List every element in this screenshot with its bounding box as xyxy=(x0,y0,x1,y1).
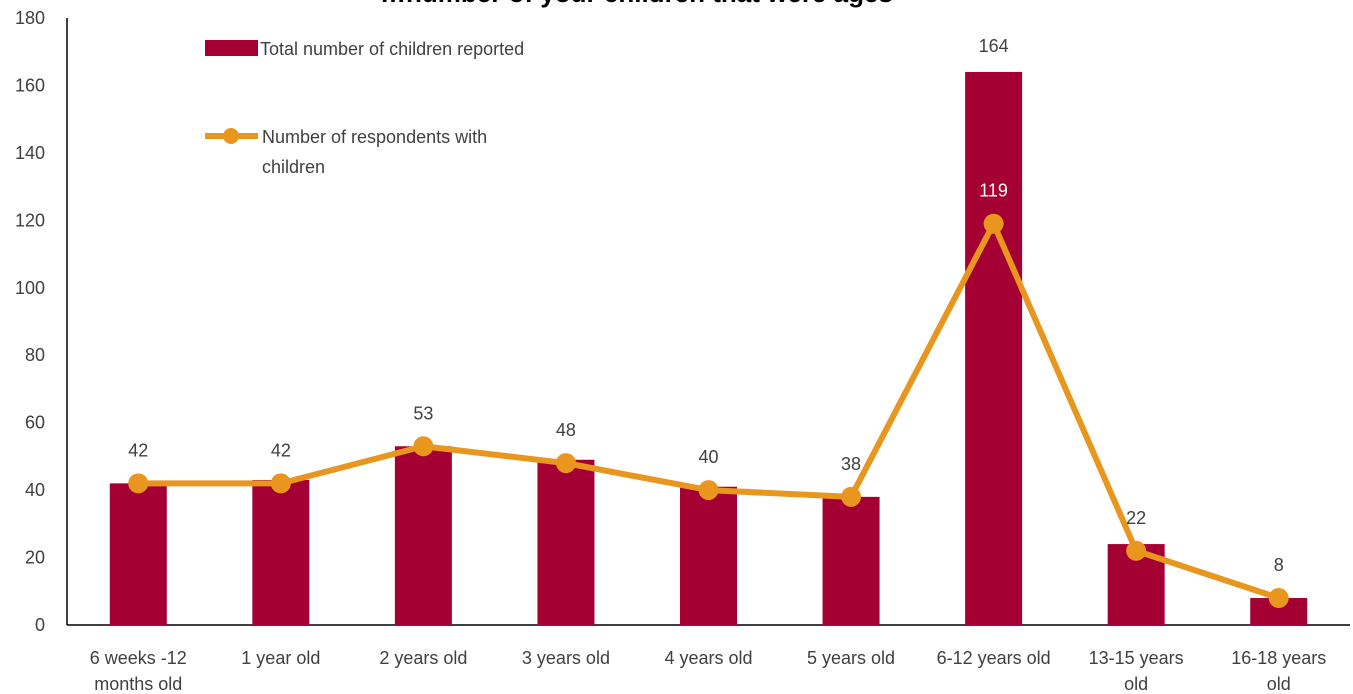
x-tick-label: old xyxy=(1124,674,1148,694)
chart-title: …number of your children that were ages xyxy=(380,0,893,8)
line-data-label: 48 xyxy=(556,420,576,440)
y-tick-label: 120 xyxy=(15,210,45,230)
x-tick-label: 6 weeks -12 xyxy=(90,648,187,668)
line-point xyxy=(128,473,149,494)
y-tick-label: 20 xyxy=(25,548,45,568)
bar-series xyxy=(109,71,1308,625)
legend-swatch-marker xyxy=(223,128,239,144)
line-data-label: 42 xyxy=(271,440,291,460)
x-tick-label: 1 year old xyxy=(241,648,320,668)
line-series xyxy=(128,213,1289,609)
line-point xyxy=(1126,540,1147,561)
y-tick-label: 60 xyxy=(25,413,45,433)
x-tick-label: 13-15 years xyxy=(1089,648,1184,668)
legend-label: Number of respondents with xyxy=(262,127,487,147)
legend-swatch-bar xyxy=(205,40,258,56)
line-data-label: 8 xyxy=(1274,555,1284,575)
line-point xyxy=(983,213,1004,234)
x-tick-label: 3 years old xyxy=(522,648,610,668)
y-tick-label: 0 xyxy=(35,615,45,635)
x-tick-label: months old xyxy=(94,674,182,694)
x-tick-label: 4 years old xyxy=(664,648,752,668)
line-data-label: 40 xyxy=(698,447,718,467)
bar-data-label: 164 xyxy=(979,36,1009,56)
legend-label: Total number of children reported xyxy=(260,39,524,59)
x-tick-label: old xyxy=(1267,674,1291,694)
line-data-label: 38 xyxy=(841,454,861,474)
axes: 0 20 40 60 80 100 120 140 160 180 6 weeks -12 month… xyxy=(15,8,1350,694)
line-data-label: 119 xyxy=(979,181,1008,201)
x-tick-label: 2 years old xyxy=(379,648,467,668)
line-point xyxy=(841,486,862,507)
line-data-label: 42 xyxy=(128,440,148,460)
x-tick-label: 5 years old xyxy=(807,648,895,668)
bar xyxy=(109,483,167,625)
bar xyxy=(394,446,452,625)
legend: Total number of children reported Number … xyxy=(205,39,524,177)
x-tick-label: 16-18 years xyxy=(1231,648,1326,668)
y-tick-label: 180 xyxy=(15,8,45,28)
bar xyxy=(965,71,1023,625)
y-tick-label: 100 xyxy=(15,278,45,298)
bar xyxy=(680,486,737,625)
line-point xyxy=(1268,588,1289,609)
bar xyxy=(537,459,595,625)
line-point xyxy=(270,473,291,494)
line-point xyxy=(698,480,719,501)
legend-label: children xyxy=(262,157,325,177)
line-data-label: 22 xyxy=(1126,508,1146,528)
line-data-label: 53 xyxy=(413,403,433,423)
line-point xyxy=(413,436,434,457)
x-tick-label: 6-12 years old xyxy=(937,648,1051,668)
bar xyxy=(252,479,310,625)
y-tick-label: 80 xyxy=(25,345,45,365)
y-tick-label: 140 xyxy=(15,143,45,163)
bar xyxy=(822,496,880,625)
line-point xyxy=(555,453,576,474)
y-tick-label: 40 xyxy=(25,480,45,500)
data-labels: 164 42 42 53 48 40 38 119 22 8 xyxy=(128,36,1283,575)
y-tick-label: 160 xyxy=(15,75,45,95)
